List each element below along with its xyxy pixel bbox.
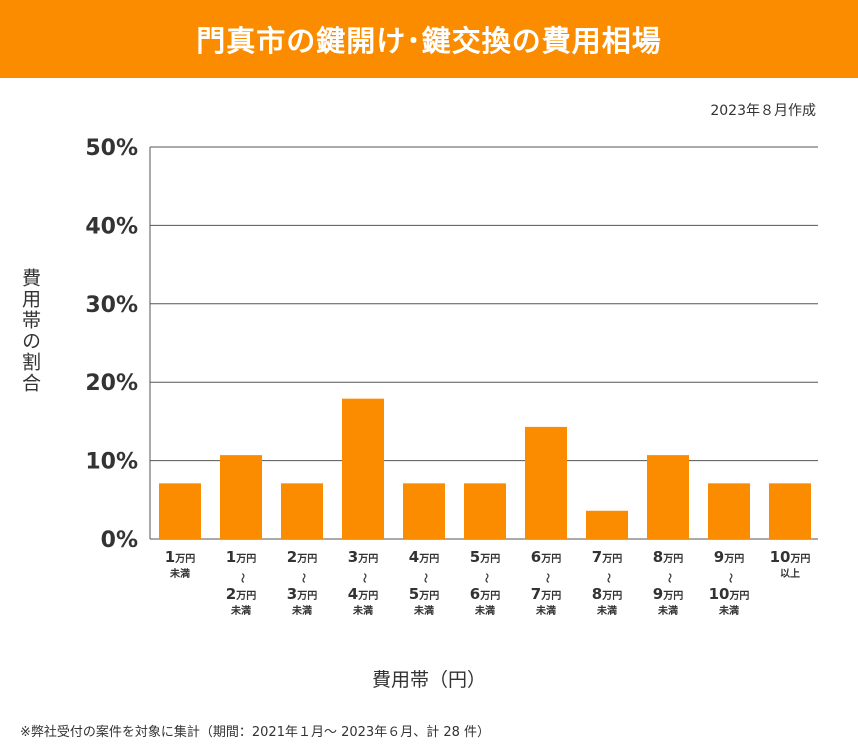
- x-tick-line: ～: [480, 573, 491, 583]
- x-tick-line: 4万円: [408, 548, 440, 566]
- x-tick-line: 7万円: [591, 548, 623, 566]
- x-tick-label: 1万円未満: [145, 548, 215, 582]
- x-tick-label: 5万円 ～ 6万円未満: [450, 548, 520, 619]
- x-tick-label: 2万円 ～ 3万円未満: [267, 548, 337, 619]
- x-tick-label: 3万円 ～ 4万円未満: [328, 548, 398, 619]
- x-tick-line: 2万円: [225, 585, 257, 603]
- x-tick-label: 1万円 ～ 2万円未満: [206, 548, 276, 619]
- x-tick-line: 未満: [658, 606, 678, 617]
- x-tick-line: 2万円: [286, 548, 318, 566]
- bar: [525, 426, 567, 539]
- x-tick-line: ～: [602, 573, 613, 583]
- x-tick-line: 7万円: [530, 585, 562, 603]
- bar: [220, 455, 262, 539]
- x-tick-line: 5万円: [408, 585, 440, 603]
- x-tick-line: 1万円: [164, 548, 196, 566]
- created-date: 2023年８月作成: [710, 103, 816, 119]
- header-banner: 門真市の鍵開け･鍵交換の費用相場: [0, 0, 858, 78]
- y-tick-label: 10%: [85, 450, 138, 475]
- x-tick-label: 9万円 ～ 10万円未満: [694, 548, 764, 619]
- x-tick-line: 8万円: [591, 585, 623, 603]
- chart-title: 門真市の鍵開け･鍵交換の費用相場: [196, 24, 662, 58]
- x-tick-line: ～: [419, 573, 430, 583]
- x-tick-line: ～: [724, 573, 735, 583]
- x-tick-line: 未満: [475, 606, 495, 617]
- x-tick-line: 4万円: [347, 585, 379, 603]
- x-tick-line: 未満: [170, 569, 190, 580]
- x-tick-line: 3万円: [347, 548, 379, 566]
- bar: [586, 510, 628, 539]
- y-axis-label: 費用帯の割合: [19, 268, 41, 394]
- x-tick-label: 7万円 ～ 8万円未満: [572, 548, 642, 619]
- x-tick-line: ～: [663, 573, 674, 583]
- x-axis-label: 費用帯（円）: [371, 669, 486, 691]
- x-tick-line: 8万円: [652, 548, 684, 566]
- bar: [464, 483, 506, 539]
- bar: [342, 398, 384, 539]
- footnote: ※弊社受付の案件を対象に集計（期間：2021年１月～ 2023年６月、計 28 …: [20, 725, 490, 740]
- x-tick-line: 未満: [719, 606, 739, 617]
- x-tick-line: 3万円: [286, 585, 318, 603]
- x-tick-line: 5万円: [469, 548, 501, 566]
- bar: [708, 483, 750, 539]
- y-tick-label: 20%: [85, 371, 138, 396]
- x-tick-line: 10万円: [708, 585, 750, 603]
- x-tick-line: ～: [541, 573, 552, 583]
- x-tick-line: 未満: [353, 606, 373, 617]
- bar: [647, 455, 689, 539]
- x-tick-line: 未満: [414, 606, 434, 617]
- x-tick-label: 10万円以上: [755, 548, 825, 582]
- x-tick-line: 未満: [597, 606, 617, 617]
- x-tick-line: 未満: [536, 606, 556, 617]
- y-tick-label: 0%: [101, 528, 138, 553]
- y-tick-label: 50%: [85, 136, 138, 161]
- x-tick-label: 6万円 ～ 7万円未満: [511, 548, 581, 619]
- x-tick-line: 10万円: [769, 548, 811, 566]
- x-tick-line: 9万円: [652, 585, 684, 603]
- bar: [281, 483, 323, 539]
- x-tick-label: 8万円 ～ 9万円未満: [633, 548, 703, 619]
- bar: [769, 483, 811, 539]
- x-tick-line: 9万円: [713, 548, 745, 566]
- x-tick-label: 4万円 ～ 5万円未満: [389, 548, 459, 619]
- x-tick-line: 6万円: [469, 585, 501, 603]
- x-tick-line: ～: [236, 573, 247, 583]
- x-tick-line: 1万円: [225, 548, 257, 566]
- bar: [403, 483, 445, 539]
- x-tick-line: 6万円: [530, 548, 562, 566]
- x-tick-line: 以上: [780, 569, 800, 580]
- x-tick-line: ～: [297, 573, 308, 583]
- x-tick-line: 未満: [231, 606, 251, 617]
- x-tick-line: 未満: [292, 606, 312, 617]
- y-tick-label: 30%: [85, 293, 138, 318]
- bar: [159, 483, 201, 539]
- y-tick-label: 40%: [85, 214, 138, 239]
- x-tick-line: ～: [358, 573, 369, 583]
